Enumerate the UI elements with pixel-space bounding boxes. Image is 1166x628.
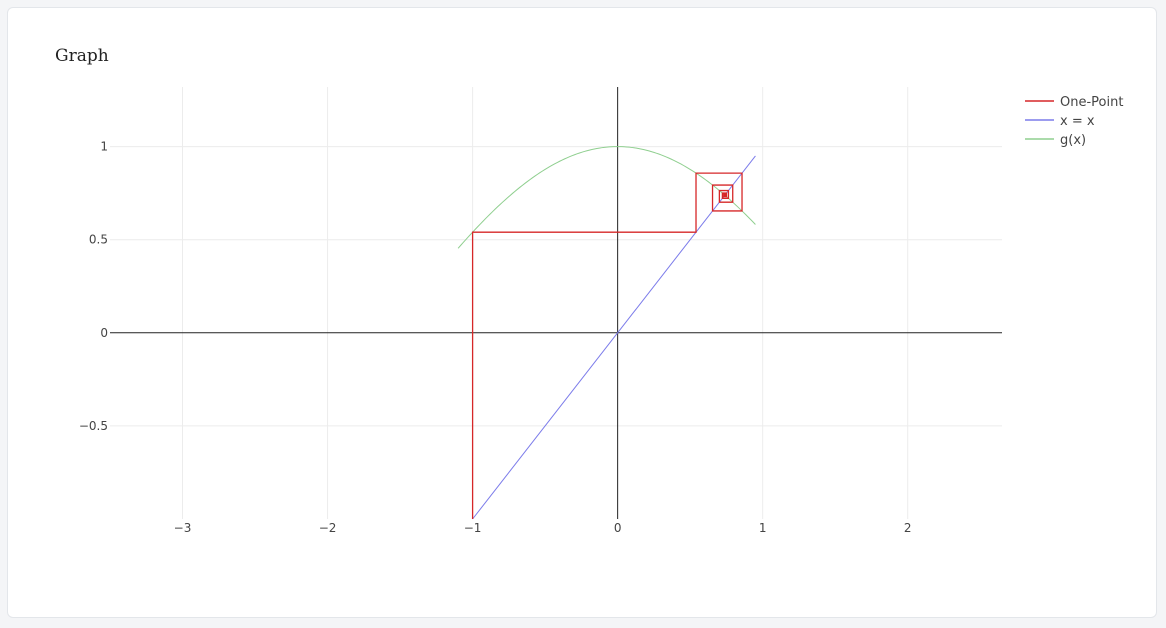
series-line-x-x — [472, 155, 756, 520]
y-tick-label: 0 — [100, 326, 108, 340]
grid-lines — [110, 87, 1002, 519]
x-tick-label: −2 — [319, 521, 337, 535]
x-tick-label: 1 — [759, 521, 767, 535]
series-layer — [457, 146, 756, 520]
x-axis-ticks: −3 −2 −1 0 1 2 — [174, 521, 912, 535]
y-tick-label: 1 — [100, 140, 108, 154]
legend-item[interactable]: One-Point — [1025, 95, 1123, 110]
series-line-g-x — [457, 146, 756, 249]
legend-item[interactable]: g(x) — [1025, 133, 1086, 148]
chart-card: Graph — [7, 7, 1157, 618]
legend[interactable]: One-Point x = x g(x) — [1025, 95, 1123, 148]
legend-label: g(x) — [1060, 133, 1086, 148]
y-tick-label: 0.5 — [89, 233, 108, 247]
y-tick-label: −0.5 — [79, 419, 108, 433]
x-tick-label: 0 — [614, 521, 622, 535]
legend-label: One-Point — [1060, 95, 1123, 110]
x-tick-label: −3 — [174, 521, 192, 535]
y-axis-ticks: −0.5 0 0.5 1 — [79, 140, 108, 433]
card-title: Graph — [55, 46, 109, 66]
zero-axes — [110, 87, 1002, 519]
x-tick-label: 2 — [904, 521, 912, 535]
legend-item[interactable]: x = x — [1025, 114, 1095, 129]
legend-label: x = x — [1060, 114, 1095, 129]
x-tick-label: −1 — [464, 521, 482, 535]
series-line-one-point — [471, 172, 743, 519]
